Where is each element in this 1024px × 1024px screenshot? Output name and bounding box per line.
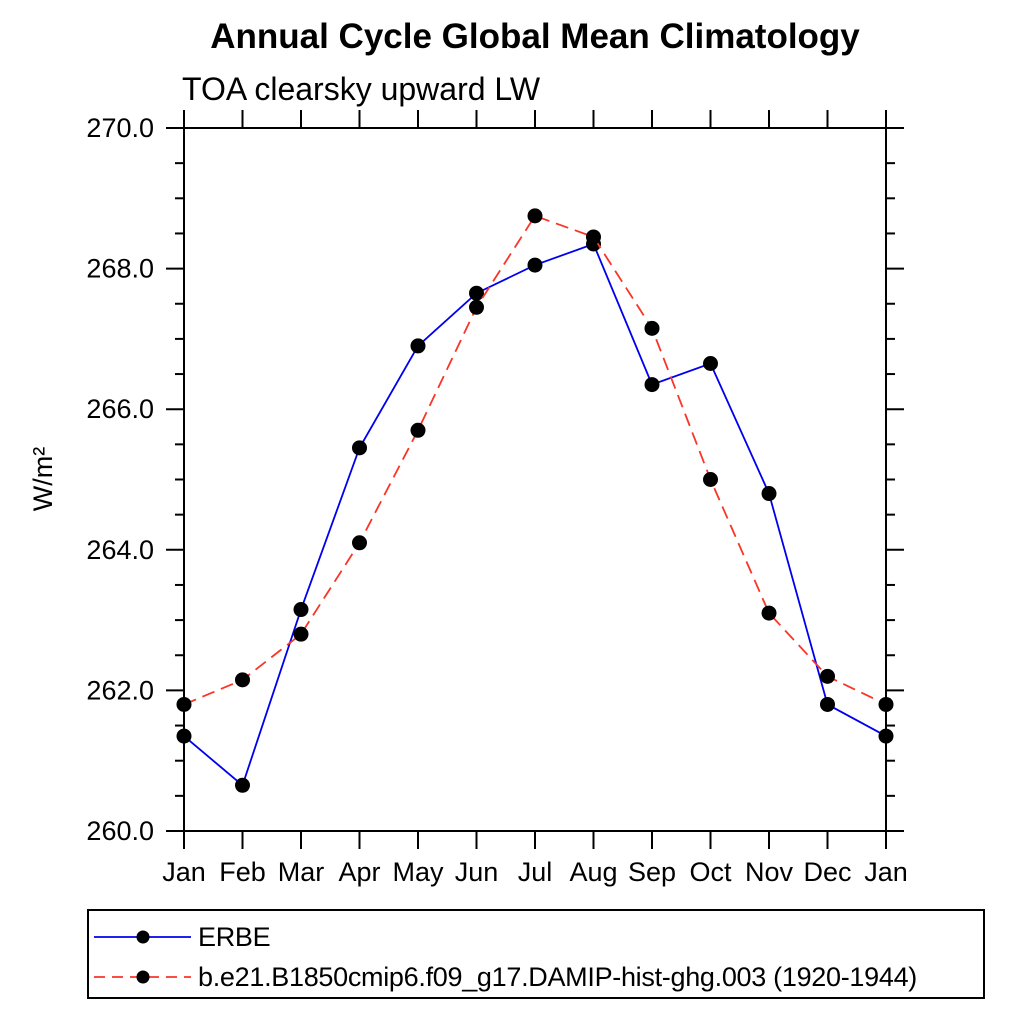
data-point-marker	[235, 672, 250, 688]
y-axis-title: W/m²	[28, 447, 58, 511]
series-line-1	[183, 214, 887, 706]
data-point-marker	[878, 696, 894, 712]
data-point-marker	[176, 728, 192, 744]
data-point-marker	[352, 535, 367, 551]
x-tick-label: May	[392, 857, 444, 887]
data-point-marker	[644, 320, 660, 336]
series-line-0	[183, 242, 887, 787]
x-tick-label: Aug	[569, 857, 617, 887]
data-point-marker	[469, 299, 484, 315]
data-point-marker	[761, 486, 777, 502]
data-point-marker	[644, 377, 660, 393]
data-point-marker	[410, 422, 426, 438]
plot-frame	[183, 127, 887, 832]
x-tick-label: Nov	[745, 857, 794, 887]
data-point-marker	[878, 728, 894, 744]
legend-item-0: ERBE	[92, 917, 983, 957]
data-point-marker	[820, 696, 835, 712]
data-point-marker	[703, 472, 718, 487]
legend-label: b.e21.B1850cmip6.f09_g17.DAMIP-hist-ghg.…	[198, 961, 917, 992]
x-tick-label: Apr	[338, 857, 380, 887]
data-point-marker	[410, 338, 426, 354]
data-point-marker	[235, 777, 250, 793]
data-point-marker	[293, 626, 309, 642]
data-point-marker	[761, 605, 777, 621]
data-point-marker	[820, 668, 835, 684]
y-tick-label: 260.0	[86, 816, 154, 846]
data-point-marker	[293, 602, 309, 618]
legend-sample-marker	[136, 930, 150, 944]
legend-item-1: b.e21.B1850cmip6.f09_g17.DAMIP-hist-ghg.…	[92, 957, 983, 997]
legend-line-sample	[94, 970, 191, 984]
data-point-marker	[352, 440, 367, 456]
data-point-marker	[176, 696, 192, 712]
data-point-marker	[586, 229, 601, 245]
chart-subtitle: TOA clearsky upward LW	[182, 71, 541, 107]
y-tick-label: 266.0	[86, 394, 154, 424]
y-tick-label: 264.0	[86, 535, 154, 565]
data-point-marker	[469, 285, 484, 301]
x-tick-label: Jun	[455, 857, 499, 887]
data-point-marker	[527, 257, 543, 273]
y-tick-label: 270.0	[86, 113, 154, 143]
plot-series	[176, 208, 894, 793]
x-tick-label: Jul	[518, 857, 553, 887]
y-tick-label: 268.0	[86, 254, 154, 284]
x-tick-label: Oct	[689, 857, 732, 887]
legend-sample-marker	[136, 970, 150, 984]
x-tick-label: Jan	[864, 857, 908, 887]
data-point-marker	[527, 208, 543, 224]
x-tick-label: Jan	[162, 857, 206, 887]
y-tick-label: 262.0	[86, 675, 154, 705]
legend-line-sample	[94, 930, 191, 944]
x-tick-label: Feb	[219, 857, 266, 887]
legend-label: ERBE	[198, 921, 271, 952]
plot-axes: 260.0 262.0 264.0 266.0 268.0 270.0 Jan Feb Mar A…	[86, 110, 908, 887]
legend: ERBE b.e21.B1850cmip6.f09_g17.DAMIP-hist-…	[87, 909, 985, 999]
x-tick-label: Dec	[803, 857, 851, 887]
data-point-marker	[703, 356, 718, 372]
x-tick-label: Mar	[278, 857, 325, 887]
x-tick-label: Sep	[628, 857, 676, 887]
chart-title: Annual Cycle Global Mean Climatology	[210, 17, 860, 56]
